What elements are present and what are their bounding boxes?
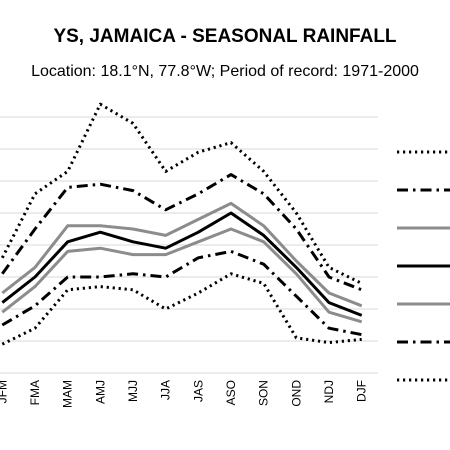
x-tick-label: OND <box>289 380 303 407</box>
series-line-3 <box>1 201 363 308</box>
x-tick-label: SON <box>257 380 271 406</box>
chart-subtitle: Location: 18.1°N, 77.8°W; Period of reco… <box>31 63 419 80</box>
series-line-6 <box>1 249 362 337</box>
series-line-2 <box>1 173 363 292</box>
legend <box>397 150 450 382</box>
gridlines <box>0 116 378 374</box>
x-tick-label: FMA <box>28 380 42 405</box>
x-tick-label: NDJ <box>322 380 336 403</box>
x-tick-label: JAS <box>191 380 205 402</box>
x-tick-label: JJA <box>159 380 173 400</box>
series-line-5 <box>1 227 363 324</box>
x-tick-labels: JFM FMA MAM AMJ MJJ JJA JAS ASO SON OND NDJ DJF <box>0 380 369 408</box>
x-tick-label: MAM <box>61 380 75 408</box>
x-tick-label: ASO <box>224 380 238 405</box>
chart-title: YS, JAMAICA - SEASONAL RAINFALL <box>53 26 396 47</box>
x-tick-label: DJF <box>355 380 369 402</box>
series-line-4 <box>1 211 363 317</box>
x-tick-label: AMJ <box>93 380 107 404</box>
series-line-7 <box>1 272 362 346</box>
series-line-1 <box>0 102 363 285</box>
x-tick-label: JFM <box>0 380 9 403</box>
series-lines <box>0 102 363 346</box>
x-tick-label: MJJ <box>126 380 140 402</box>
